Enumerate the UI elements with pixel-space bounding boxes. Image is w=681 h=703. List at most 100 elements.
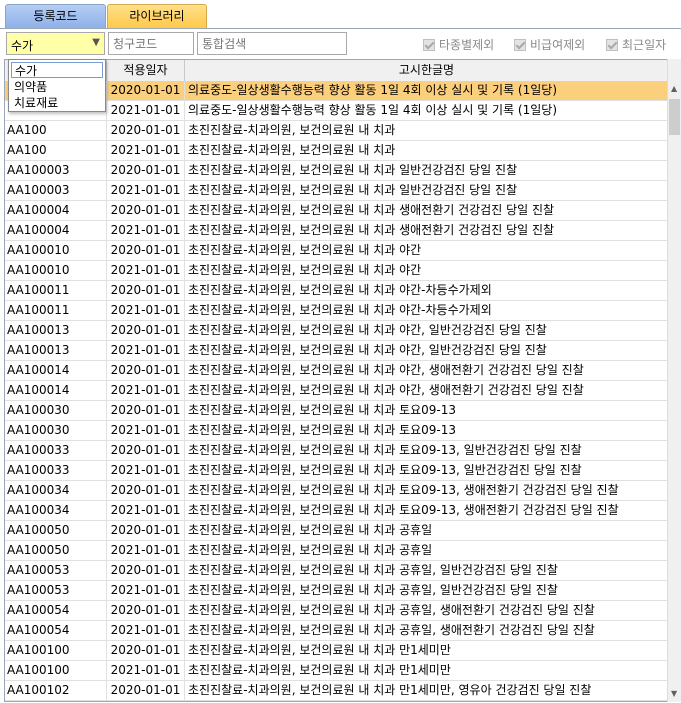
exclude-non-covered-checkbox[interactable]: 비급여제외	[514, 36, 585, 53]
table-row[interactable]: AA100 2020-01-01 초진진찰료-치과의원, 보건의료원 내 치과	[5, 121, 668, 141]
type-select-value: 수가	[11, 39, 34, 53]
claim-code-input[interactable]	[108, 32, 194, 55]
cell-date: 2021-01-01	[107, 221, 185, 240]
checkbox-label: 비급여제외	[530, 38, 586, 52]
cell-date: 2020-01-01	[107, 521, 185, 540]
table-row[interactable]: 2021-01-01 의료중도-일상생활수행능력 향상 활동 1일 4회 이상 실…	[5, 101, 668, 121]
table-row[interactable]: AA100030 2021-01-01 초진진찰료-치과의원, 보건의료원 내 치과…	[5, 421, 668, 441]
cell-name: 초진진찰료-치과의원, 보건의료원 내 치과 일반건강검진 당일 진찰	[185, 161, 668, 180]
integrated-search-input[interactable]	[197, 32, 347, 55]
table-row[interactable]: AA100014 2021-01-01 초진진찰료-치과의원, 보건의료원 내 치과…	[5, 381, 668, 401]
cell-date: 2021-01-01	[107, 341, 185, 360]
cell-code: AA100030	[5, 401, 107, 420]
checkbox-checked-icon[interactable]	[514, 39, 526, 51]
cell-code	[5, 101, 107, 120]
scroll-down-arrow-icon[interactable]: ▼	[671, 689, 678, 698]
cell-date: 2021-01-01	[107, 101, 185, 120]
cell-date: 2020-01-01	[107, 441, 185, 460]
checkbox-checked-icon[interactable]	[606, 39, 618, 51]
cell-code: AA100050	[5, 541, 107, 560]
cell-date: 2021-01-01	[107, 301, 185, 320]
scroll-up-arrow-icon[interactable]: ▲	[671, 84, 678, 93]
cell-code: AA100102	[5, 681, 107, 700]
cell-code: AA100011	[5, 301, 107, 320]
table-row[interactable]: AA100011 2020-01-01 초진진찰료-치과의원, 보건의료원 내 치과…	[5, 281, 668, 301]
cell-date: 2021-01-01	[107, 181, 185, 200]
cell-date: 2020-01-01	[107, 681, 185, 700]
table-row[interactable]: AA100100 2021-01-01 초진진찰료-치과의원, 보건의료원 내 치과…	[5, 661, 668, 681]
table-row[interactable]: AA100010 2021-01-01 초진진찰료-치과의원, 보건의료원 내 치과…	[5, 261, 668, 281]
table-row[interactable]: AA100102 2020-01-01 초진진찰료-치과의원, 보건의료원 내 치과…	[5, 681, 668, 701]
scrollbar-thumb[interactable]	[669, 99, 680, 135]
dropdown-option-material[interactable]: 치료재료	[14, 96, 59, 110]
cell-name: 초진진찰료-치과의원, 보건의료원 내 치과 공휴일	[185, 541, 668, 560]
table-body: 2020-01-01 의료중도-일상생활수행능력 향상 활동 1일 4회 이상 실…	[5, 81, 668, 701]
cell-date: 2020-01-01	[107, 201, 185, 220]
cell-code: AA100013	[5, 341, 107, 360]
cell-name: 초진진찰료-치과의원, 보건의료원 내 치과 토요09-13, 일반건강검진 당…	[185, 441, 668, 460]
type-select-dropdown: 수가 의약품 치료재료	[8, 59, 106, 112]
cell-code: AA100	[5, 121, 107, 140]
exclude-other-type-checkbox[interactable]: 타종별제외	[423, 36, 494, 53]
recent-date-checkbox[interactable]: 최근일자	[606, 36, 666, 53]
vertical-scrollbar[interactable]: ▲ ▼	[667, 59, 681, 702]
cell-date: 2021-01-01	[107, 541, 185, 560]
table-row[interactable]: AA100 2021-01-01 초진진찰료-치과의원, 보건의료원 내 치과	[5, 141, 668, 161]
table-row[interactable]: AA100013 2020-01-01 초진진찰료-치과의원, 보건의료원 내 치과…	[5, 321, 668, 341]
table-row[interactable]: AA100033 2021-01-01 초진진찰료-치과의원, 보건의료원 내 치과…	[5, 461, 668, 481]
library-table: 청구코드 적용일자 고시한글명 2020-01-01의료중도-일상생활수행능력 …	[4, 59, 668, 702]
table-row[interactable]: AA100011 2021-01-01 초진진찰료-치과의원, 보건의료원 내 치과…	[5, 301, 668, 321]
table-row[interactable]: AA100054 2020-01-01 초진진찰료-치과의원, 보건의료원 내 치과…	[5, 601, 668, 621]
checkbox-label: 타종별제외	[439, 38, 495, 52]
table-row[interactable]: AA100030 2020-01-01 초진진찰료-치과의원, 보건의료원 내 치과…	[5, 401, 668, 421]
column-header-date[interactable]: 적용일자	[107, 60, 185, 81]
cell-code: AA100014	[5, 361, 107, 380]
table-row[interactable]: 2020-01-01 의료중도-일상생활수행능력 향상 활동 1일 4회 이상 실…	[5, 81, 668, 101]
table-row[interactable]: AA100033 2020-01-01 초진진찰료-치과의원, 보건의료원 내 치과…	[5, 441, 668, 461]
table-row[interactable]: AA100054 2021-01-01 초진진찰료-치과의원, 보건의료원 내 치과…	[5, 621, 668, 641]
table-row[interactable]: AA100034 2021-01-01 초진진찰료-치과의원, 보건의료원 내 치과…	[5, 501, 668, 521]
table-row[interactable]: AA100014 2020-01-01 초진진찰료-치과의원, 보건의료원 내 치과…	[5, 361, 668, 381]
cell-name: 초진진찰료-치과의원, 보건의료원 내 치과 공휴일, 일반건강검진 당일 진찰	[185, 561, 668, 580]
cell-date: 2021-01-01	[107, 261, 185, 280]
cell-name: 초진진찰료-치과의원, 보건의료원 내 치과 만1세미만, 영유아 건강검진 당…	[185, 681, 668, 700]
type-select[interactable]: 수가 ▼	[6, 32, 105, 55]
table-row[interactable]: AA100053 2021-01-01 초진진찰료-치과의원, 보건의료원 내 치과…	[5, 581, 668, 601]
dropdown-option-drug[interactable]: 의약품	[14, 80, 48, 94]
table-row[interactable]: AA100010 2020-01-01 초진진찰료-치과의원, 보건의료원 내 치과…	[5, 241, 668, 261]
table-row[interactable]: AA100013 2021-01-01 초진진찰료-치과의원, 보건의료원 내 치과…	[5, 341, 668, 361]
table-row[interactable]: AA100004 2021-01-01 초진진찰료-치과의원, 보건의료원 내 치과…	[5, 221, 668, 241]
cell-name: 의료중도-일상생활수행능력 향상 활동 1일 4회 이상 실시 및 기록 (1일…	[185, 81, 668, 100]
cell-date: 2021-01-01	[107, 581, 185, 600]
table-row[interactable]: AA100034 2020-01-01 초진진찰료-치과의원, 보건의료원 내 치과…	[5, 481, 668, 501]
cell-date: 2021-01-01	[107, 421, 185, 440]
checkbox-checked-icon[interactable]	[423, 39, 435, 51]
cell-name: 초진진찰료-치과의원, 보건의료원 내 치과	[185, 121, 668, 140]
cell-date: 2021-01-01	[107, 461, 185, 480]
column-header-name[interactable]: 고시한글명	[185, 60, 668, 81]
dropdown-option-fee[interactable]: 수가	[11, 62, 103, 78]
cell-code: AA100034	[5, 481, 107, 500]
table-row[interactable]: AA100053 2020-01-01 초진진찰료-치과의원, 보건의료원 내 치과…	[5, 561, 668, 581]
tab-divider	[0, 28, 681, 29]
cell-name: 초진진찰료-치과의원, 보건의료원 내 치과 공휴일, 일반건강검진 당일 진찰	[185, 581, 668, 600]
cell-date: 2020-01-01	[107, 561, 185, 580]
cell-name: 초진진찰료-치과의원, 보건의료원 내 치과 야간, 일반건강검진 당일 진찰	[185, 341, 668, 360]
table-row[interactable]: AA100050 2021-01-01 초진진찰료-치과의원, 보건의료원 내 치과…	[5, 541, 668, 561]
cell-code: AA100011	[5, 281, 107, 300]
chevron-down-icon[interactable]: ▼	[92, 37, 100, 48]
cell-date: 2020-01-01	[107, 481, 185, 500]
table-row[interactable]: AA100003 2021-01-01 초진진찰료-치과의원, 보건의료원 내 치과…	[5, 181, 668, 201]
cell-date: 2021-01-01	[107, 661, 185, 680]
table-row[interactable]: AA100004 2020-01-01 초진진찰료-치과의원, 보건의료원 내 치과…	[5, 201, 668, 221]
cell-code: AA100004	[5, 201, 107, 220]
cell-name: 초진진찰료-치과의원, 보건의료원 내 치과 만1세미만	[185, 661, 668, 680]
tab-library[interactable]: 라이브러리	[107, 4, 207, 28]
cell-name: 초진진찰료-치과의원, 보건의료원 내 치과 야간, 일반건강검진 당일 진찰	[185, 321, 668, 340]
table-row[interactable]: AA100050 2020-01-01 초진진찰료-치과의원, 보건의료원 내 치과…	[5, 521, 668, 541]
tab-registered-codes[interactable]: 등록코드	[5, 4, 106, 28]
table-row[interactable]: AA100003 2020-01-01 초진진찰료-치과의원, 보건의료원 내 치과…	[5, 161, 668, 181]
cell-code: AA100013	[5, 321, 107, 340]
table-row[interactable]: AA100100 2020-01-01 초진진찰료-치과의원, 보건의료원 내 치과…	[5, 641, 668, 661]
cell-name: 초진진찰료-치과의원, 보건의료원 내 치과 만1세미만	[185, 641, 668, 660]
